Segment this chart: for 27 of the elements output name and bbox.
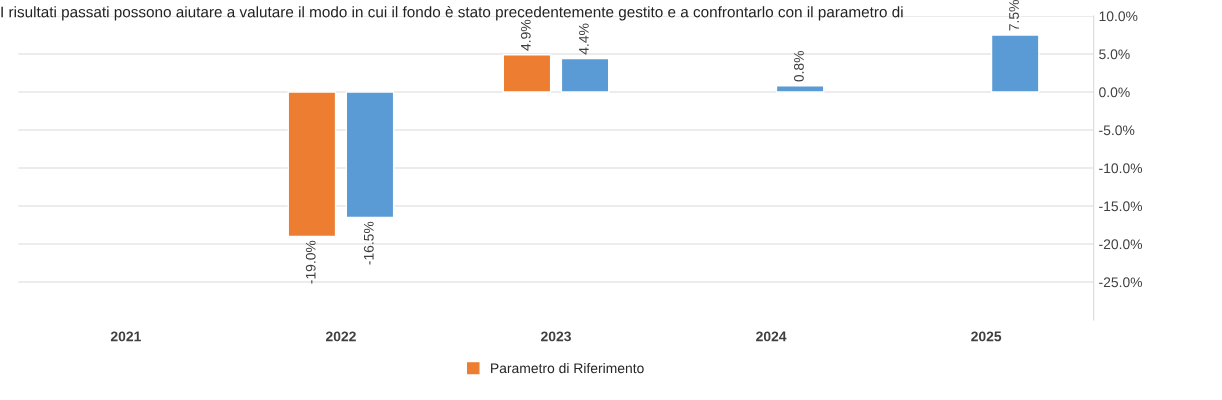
chart-title: I risultati passati possono aiutare a valutare il modo in cui il fondo è stato precedentemente gestito e a confrontarlo con il parametro di <box>1 6 903 21</box>
y-tick-label: -25.0% <box>1099 277 1143 288</box>
y-tick-label: -20.0% <box>1099 239 1143 250</box>
bar <box>990 34 1040 93</box>
bar <box>775 85 825 93</box>
legend-label: Parametro di Riferimento <box>491 362 644 374</box>
data-label: 4.4% <box>579 23 589 55</box>
y-tick-label: -5.0% <box>1099 125 1135 136</box>
y-tick-label: 0.0% <box>1099 87 1130 98</box>
data-label: 4.9% <box>520 19 531 51</box>
y-tick-label: 10.0% <box>1099 11 1138 22</box>
data-label: -19.0% <box>305 240 316 284</box>
x-tick-label: 2021 <box>110 331 141 342</box>
x-tick-label: 2023 <box>541 331 571 342</box>
x-tick-label: 2022 <box>325 331 356 342</box>
y-tick-label: -10.0% <box>1099 163 1143 174</box>
y-tick-label: 5.0% <box>1099 49 1130 60</box>
bar <box>560 57 610 93</box>
x-tick-label: 2025 <box>971 331 1002 342</box>
bar <box>502 54 552 93</box>
data-label: -16.5% <box>363 221 374 265</box>
bar <box>287 91 337 238</box>
y-tick-label: -15.0% <box>1099 201 1143 212</box>
bar <box>345 91 395 219</box>
data-label: 7.5% <box>1009 0 1019 31</box>
x-tick-label: 2024 <box>756 331 787 342</box>
data-label: 0.8% <box>794 50 804 82</box>
